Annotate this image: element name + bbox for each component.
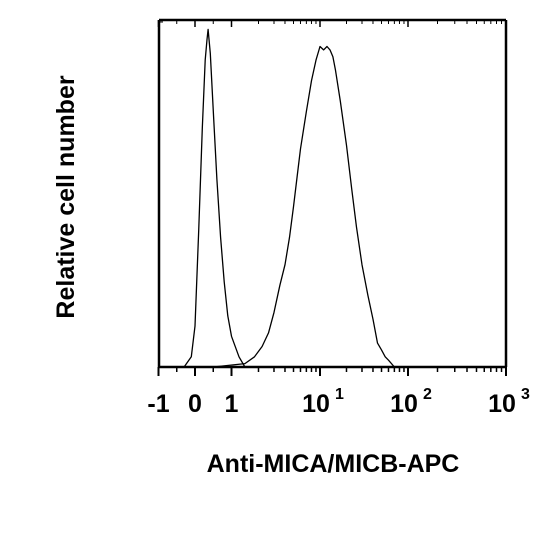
x-tick-label-exponent: 1	[335, 386, 344, 403]
histogram-series-1	[183, 28, 246, 368]
x-axis-ticks	[157, 20, 507, 376]
x-tick-label-exponent: 3	[521, 386, 530, 403]
x-tick-label: 0	[188, 390, 202, 418]
x-tick-label: -1	[147, 390, 169, 418]
x-tick-label-exponent: 2	[423, 386, 432, 403]
histogram-series-2	[213, 45, 395, 368]
x-axis-tick-labels: -1 0 1 10 1 10 2 10 3	[147, 386, 530, 418]
x-axis-label: Anti-MICA/MICB-APC	[207, 450, 460, 478]
x-tick-label: 10	[488, 390, 516, 418]
x-tick-label: 1	[225, 390, 239, 418]
x-tick-label: 10	[302, 390, 330, 418]
histogram-curves	[183, 28, 395, 368]
y-axis-label: Relative cell number	[52, 75, 80, 318]
x-tick-label: 10	[390, 390, 418, 418]
